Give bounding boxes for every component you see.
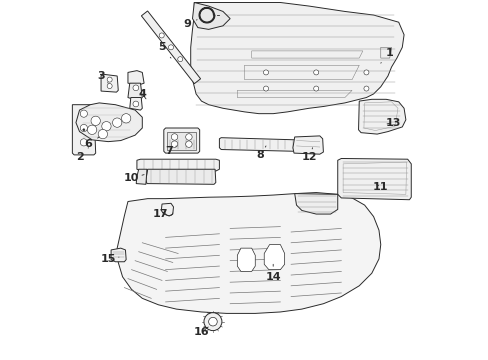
Text: 13: 13 xyxy=(385,118,400,128)
Polygon shape xyxy=(219,138,298,151)
Text: 11: 11 xyxy=(372,182,388,192)
Polygon shape xyxy=(237,248,255,271)
Circle shape xyxy=(208,318,217,326)
Circle shape xyxy=(171,134,178,140)
Polygon shape xyxy=(264,244,284,270)
Text: 15: 15 xyxy=(101,254,119,264)
Circle shape xyxy=(133,101,139,107)
Circle shape xyxy=(98,130,107,139)
Polygon shape xyxy=(137,159,219,171)
Circle shape xyxy=(363,86,368,91)
Polygon shape xyxy=(72,105,96,155)
Circle shape xyxy=(87,125,97,134)
Polygon shape xyxy=(129,98,142,110)
Circle shape xyxy=(313,86,318,91)
Text: 1: 1 xyxy=(380,48,393,63)
Circle shape xyxy=(171,141,178,147)
Circle shape xyxy=(121,114,131,123)
Text: 4: 4 xyxy=(138,89,146,99)
Polygon shape xyxy=(128,83,142,101)
Polygon shape xyxy=(141,11,200,84)
Circle shape xyxy=(363,70,368,75)
Text: 12: 12 xyxy=(301,148,316,162)
Circle shape xyxy=(102,122,111,131)
Circle shape xyxy=(168,45,173,50)
Polygon shape xyxy=(145,169,215,184)
Text: 16: 16 xyxy=(193,327,209,337)
Circle shape xyxy=(107,77,112,82)
Polygon shape xyxy=(128,71,144,85)
Polygon shape xyxy=(163,128,199,153)
Polygon shape xyxy=(136,169,147,184)
Circle shape xyxy=(313,70,318,75)
Circle shape xyxy=(185,141,192,147)
Circle shape xyxy=(159,33,164,38)
Text: 5: 5 xyxy=(158,42,171,58)
Text: 2: 2 xyxy=(76,148,88,162)
Text: 9: 9 xyxy=(183,19,197,29)
Polygon shape xyxy=(117,193,380,314)
Text: 17: 17 xyxy=(152,209,168,219)
Circle shape xyxy=(185,134,192,140)
Polygon shape xyxy=(358,99,405,134)
Circle shape xyxy=(80,125,87,132)
Circle shape xyxy=(177,57,183,62)
Circle shape xyxy=(91,116,100,126)
Text: 14: 14 xyxy=(265,264,281,282)
Polygon shape xyxy=(190,3,403,114)
Polygon shape xyxy=(101,74,118,92)
Circle shape xyxy=(80,110,87,117)
Circle shape xyxy=(112,118,122,127)
Text: 8: 8 xyxy=(256,146,265,160)
Polygon shape xyxy=(337,158,410,200)
Circle shape xyxy=(107,84,112,89)
Text: 3: 3 xyxy=(97,71,108,83)
Circle shape xyxy=(80,139,87,146)
Circle shape xyxy=(263,86,268,91)
Circle shape xyxy=(133,85,139,91)
Polygon shape xyxy=(161,203,173,216)
Text: 7: 7 xyxy=(165,146,176,156)
Polygon shape xyxy=(192,3,230,30)
Polygon shape xyxy=(111,248,126,262)
Polygon shape xyxy=(167,132,196,149)
Text: 10: 10 xyxy=(123,173,144,183)
Circle shape xyxy=(263,70,268,75)
Polygon shape xyxy=(76,103,142,141)
Polygon shape xyxy=(292,136,323,154)
Circle shape xyxy=(203,313,222,330)
Polygon shape xyxy=(294,194,337,214)
Text: 6: 6 xyxy=(84,137,99,149)
Circle shape xyxy=(82,129,85,131)
